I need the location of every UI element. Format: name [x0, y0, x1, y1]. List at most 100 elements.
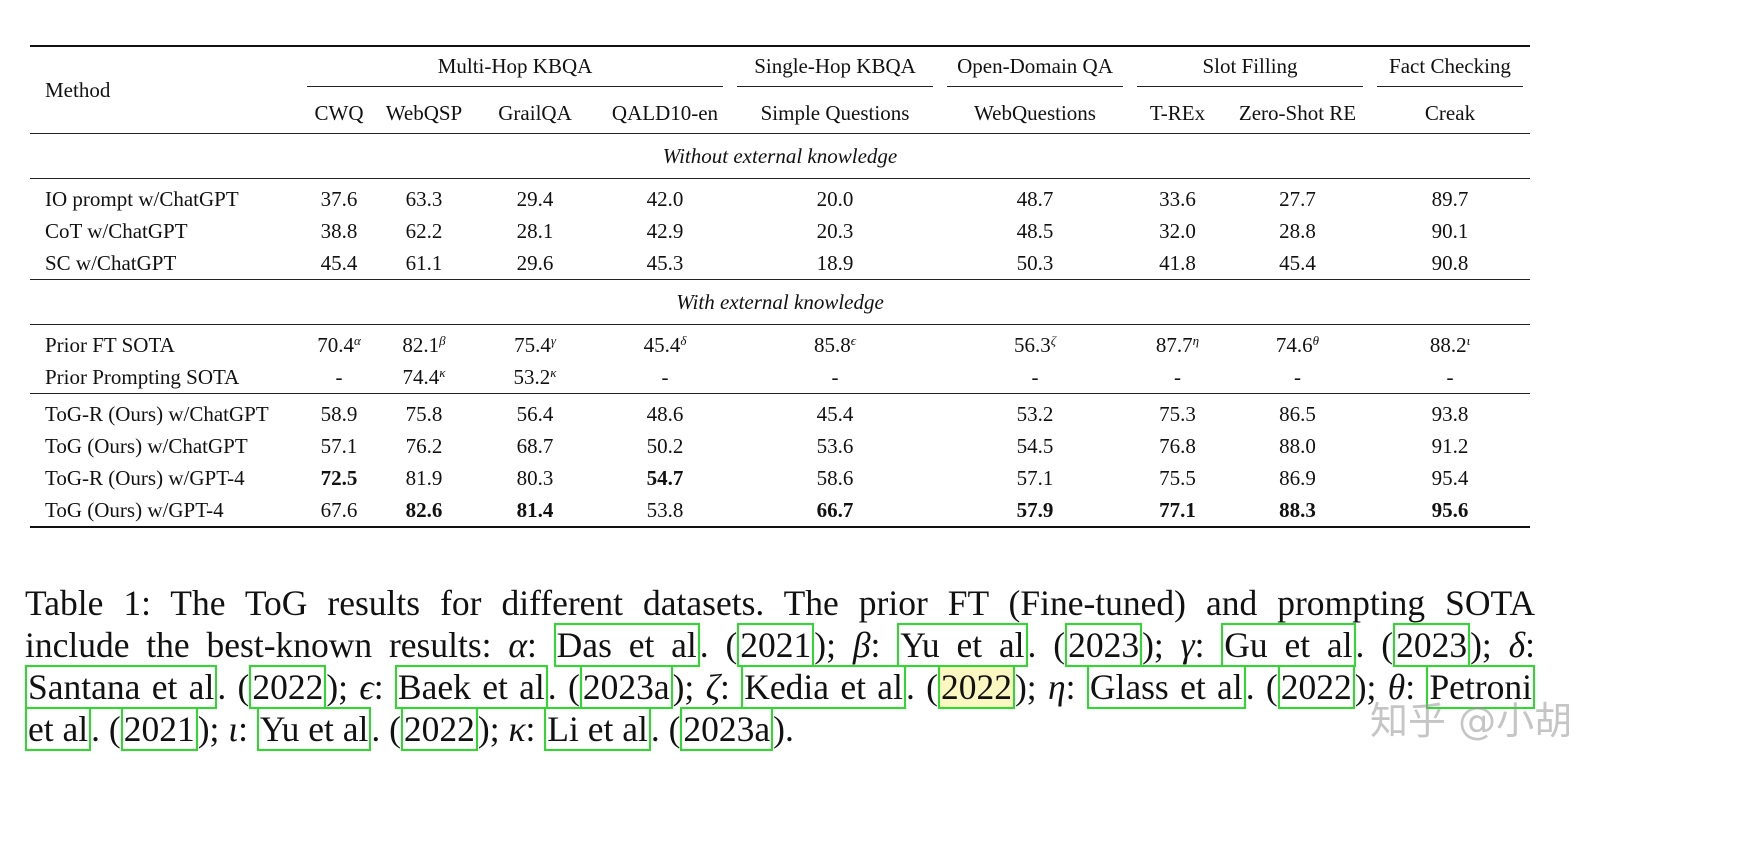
value: 58.6 — [816, 465, 854, 490]
column-header: WebQSP — [385, 100, 463, 125]
caption-text: ); — [1014, 667, 1049, 707]
citation-link[interactable]: Glass et al — [1086, 665, 1246, 709]
caption-text: include the best-known results: — [25, 625, 509, 665]
value: 61.1 — [405, 250, 443, 275]
caption-text: . ( — [91, 709, 121, 749]
value: 90.1 — [1431, 218, 1469, 243]
footnote-marker: δ — [680, 332, 687, 348]
citation-link[interactable]: 2021 — [737, 623, 815, 667]
value-cell: 42.0 — [600, 178, 730, 215]
table-row: ToG (Ours) w/GPT-4 67.6 82.6 81.4 53.8 66.7 57… — [30, 494, 1530, 528]
caption-text: : — [238, 709, 257, 749]
value-cell: 32.0 — [1130, 215, 1225, 247]
value-cell: 88.2ι — [1370, 324, 1530, 361]
value: 45.4 — [816, 401, 854, 426]
caption-text: : — [525, 709, 545, 749]
citation-link[interactable]: Gu et al — [1221, 623, 1356, 667]
value: 86.5 — [1279, 401, 1316, 426]
citation-link[interactable]: Yu et al — [897, 623, 1028, 667]
citation-link[interactable]: 2022 — [937, 665, 1015, 709]
caption-text: ); — [1354, 667, 1388, 707]
caption-text: . ( — [217, 667, 250, 707]
citation-link[interactable]: 2023a — [579, 665, 673, 709]
value-cell: 89.7 — [1370, 178, 1530, 215]
caption-text: : — [526, 625, 554, 665]
value-cell: 50.2 — [600, 430, 730, 462]
citation-link[interactable]: 2023 — [1393, 623, 1471, 667]
value-cell: 28.8 — [1225, 215, 1370, 247]
greek-symbol: δ — [1508, 625, 1526, 665]
value-cell: 48.6 — [600, 393, 730, 430]
value-cell: 58.6 — [730, 462, 940, 494]
value: 75.8 — [405, 401, 443, 426]
caption-text: ); — [1470, 625, 1509, 665]
method-cell: Prior FT SOTA — [30, 324, 300, 361]
citation-link[interactable]: 2023 — [1065, 623, 1143, 667]
value-cell: - — [1225, 361, 1370, 394]
value: 29.6 — [516, 250, 554, 275]
value-cell: - — [600, 361, 730, 394]
value-cell: 67.6 — [300, 494, 378, 528]
method-cell: SC w/ChatGPT — [45, 250, 177, 275]
value: 58.9 — [320, 401, 358, 426]
value: 38.8 — [320, 218, 358, 243]
citation-link[interactable]: Kedia et al — [741, 665, 906, 709]
value: 56.4 — [516, 401, 554, 426]
value: 45.4 — [320, 250, 358, 275]
column-group-header: Fact Checking — [1377, 54, 1523, 87]
greek-symbol: α — [508, 625, 527, 665]
value-cell: 91.2 — [1370, 430, 1530, 462]
citation-link[interactable]: Das et al — [553, 623, 700, 667]
caption-text: ); — [477, 709, 509, 749]
value: 53.2 — [1016, 401, 1054, 426]
value-cell: 42.9 — [600, 215, 730, 247]
value: 81.4 — [516, 497, 554, 522]
value-cell: - — [1130, 361, 1225, 394]
citation-link[interactable]: Li et al — [544, 707, 651, 751]
citation-link[interactable]: Yu et al — [256, 707, 372, 751]
value-cell: 81.9 — [378, 462, 470, 494]
value: 66.7 — [816, 497, 854, 522]
column-header: WebQuestions — [974, 100, 1096, 125]
citation-link[interactable]: 2022 — [1277, 665, 1355, 709]
value-cell: 53.6 — [730, 430, 940, 462]
citation-link[interactable]: Petroni — [1426, 665, 1535, 709]
table-row: ToG (Ours) w/ChatGPT 57.1 76.2 68.7 50.2 53.6… — [30, 430, 1530, 462]
value: 85.8 — [814, 332, 851, 357]
value-cell: 20.3 — [730, 215, 940, 247]
value: 63.3 — [405, 186, 443, 211]
citation-link[interactable]: 2022 — [249, 665, 327, 709]
citation-link[interactable]: Santana et al — [25, 665, 218, 709]
citation-link[interactable]: 2021 — [120, 707, 198, 751]
value: 57.1 — [1016, 465, 1054, 490]
caption-text: ); — [197, 709, 229, 749]
value-cell: 86.9 — [1225, 462, 1370, 494]
value-cell: 18.9 — [730, 247, 940, 280]
table-row: CoT w/ChatGPT 38.8 62.2 28.1 42.9 20.3 48.5 32.… — [30, 215, 1530, 247]
citation-link[interactable]: 2023a — [680, 707, 774, 751]
value: 89.7 — [1431, 186, 1469, 211]
method-cell: ToG (Ours) w/ChatGPT — [45, 433, 248, 458]
citation-link[interactable]: 2022 — [400, 707, 478, 751]
table-row: Prior FT SOTA 70.4α 82.1β 75.4γ 45.4δ 85.8ϵ 56… — [30, 324, 1530, 361]
value-cell: 80.3 — [470, 462, 600, 494]
value-cell: 29.6 — [470, 247, 600, 280]
citation-link[interactable]: Baek et al — [394, 665, 548, 709]
value: 53.8 — [646, 497, 684, 522]
caption-text: ); — [326, 667, 360, 707]
value-cell: 66.7 — [730, 494, 940, 528]
value: 50.3 — [1016, 250, 1054, 275]
citation-link[interactable]: et al — [25, 707, 92, 751]
column-header: Creak — [1424, 100, 1476, 125]
value: 93.8 — [1431, 401, 1469, 426]
value: 50.2 — [646, 433, 684, 458]
value-cell: 87.7η — [1130, 324, 1225, 361]
caption-text: ); — [672, 667, 706, 707]
value: 56.3 — [1013, 332, 1051, 357]
caption-text: Table 1: The ToG results for different d… — [25, 583, 1535, 623]
value: 29.4 — [516, 186, 554, 211]
value-cell: 95.6 — [1370, 494, 1530, 528]
column-group-header: Open-Domain QA — [947, 54, 1123, 87]
value-cell: 57.1 — [940, 462, 1130, 494]
value: 54.5 — [1016, 433, 1054, 458]
